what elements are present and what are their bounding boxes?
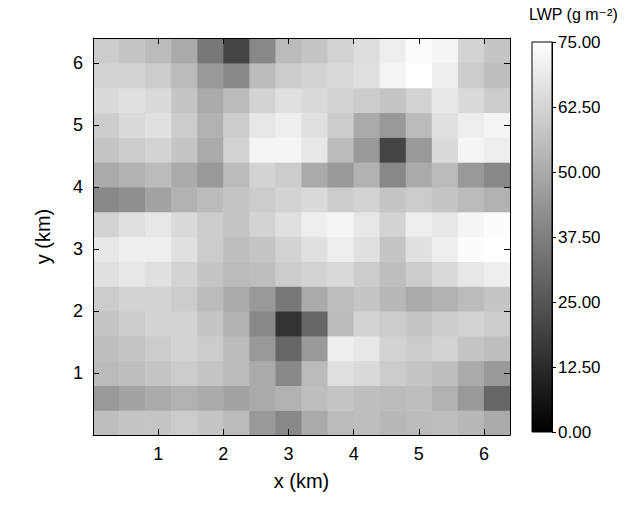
svg-text:x (km): x (km) xyxy=(274,470,330,492)
svg-text:37.50: 37.50 xyxy=(558,228,601,247)
svg-text:6: 6 xyxy=(479,444,489,464)
svg-text:1: 1 xyxy=(73,363,83,383)
svg-text:3: 3 xyxy=(73,239,83,259)
svg-text:3: 3 xyxy=(283,444,293,464)
svg-text:62.50: 62.50 xyxy=(558,98,601,117)
svg-text:1: 1 xyxy=(153,444,163,464)
svg-text:LWP (g m⁻²): LWP (g m⁻²) xyxy=(529,6,618,23)
svg-text:5: 5 xyxy=(414,444,424,464)
svg-text:2: 2 xyxy=(73,301,83,321)
svg-text:6: 6 xyxy=(73,53,83,73)
svg-text:4: 4 xyxy=(349,444,359,464)
svg-text:5: 5 xyxy=(73,115,83,135)
svg-text:0.00: 0.00 xyxy=(558,423,591,442)
svg-text:12.50: 12.50 xyxy=(558,358,601,377)
svg-text:2: 2 xyxy=(218,444,228,464)
svg-text:4: 4 xyxy=(73,177,83,197)
svg-text:y (km): y (km) xyxy=(32,209,54,265)
svg-text:25.00: 25.00 xyxy=(558,293,601,312)
svg-text:75.00: 75.00 xyxy=(558,33,601,52)
svg-text:50.00: 50.00 xyxy=(558,163,601,182)
